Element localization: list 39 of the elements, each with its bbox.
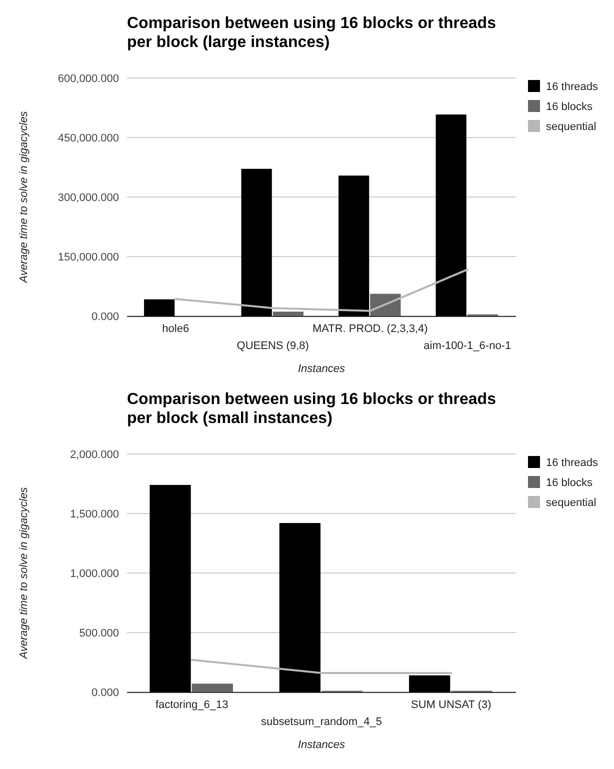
- x-tick-label: SUM UNSAT (3): [411, 699, 492, 711]
- x-tick-label: aim-100-1_6-no-1: [424, 340, 512, 352]
- bar: [144, 299, 175, 316]
- y-tick-label: 1,000.000: [70, 568, 119, 580]
- x-tick-label: factoring_6_13: [155, 699, 228, 711]
- x-tick-label: MATR. PROD. (2,3,3,4): [312, 323, 428, 335]
- y-tick-label: 600,000.000: [58, 73, 119, 85]
- chart-title: Comparison between using 16 blocks or threads per block (small instances): [127, 391, 496, 427]
- y-axis-title: Average time to solve in gigacycles: [18, 110, 30, 284]
- legend-label: 16 threads: [546, 81, 598, 93]
- bar: [409, 675, 450, 692]
- chart-title: Comparison between using 16 blocks or threads per block (large instances): [127, 15, 496, 51]
- bar: [436, 114, 466, 316]
- bar: [241, 168, 272, 316]
- legend-label: 16 blocks: [546, 101, 593, 113]
- bar: [279, 523, 320, 692]
- y-tick-label: 150,000.000: [58, 252, 119, 264]
- legend-label: sequential: [546, 121, 596, 133]
- legend-label: 16 blocks: [546, 477, 593, 489]
- y-tick-label: 500.000: [79, 628, 119, 640]
- x-tick-label: subsetsum_random_4_5: [260, 716, 382, 728]
- y-tick-label: 2,000.000: [70, 449, 119, 461]
- bar: [272, 312, 304, 316]
- x-tick-label: QUEENS (9,8): [236, 340, 309, 352]
- legend-label: 16 threads: [546, 457, 598, 469]
- legend-label: sequential: [546, 497, 596, 509]
- x-axis-title: Instances: [298, 363, 346, 375]
- line-series: [174, 268, 468, 312]
- x-tick-label: hole6: [162, 323, 190, 335]
- y-tick-label: 0.000: [91, 311, 119, 323]
- y-axis-title: Average time to solve in gigacycles: [18, 486, 30, 660]
- y-tick-label: 300,000.000: [58, 192, 119, 204]
- bar: [150, 484, 191, 692]
- bar: [338, 176, 370, 316]
- y-tick-label: 0.000: [91, 687, 119, 699]
- bar: [192, 684, 233, 692]
- y-tick-label: 1,500.000: [70, 508, 119, 520]
- y-tick-label: 450,000.000: [58, 132, 119, 144]
- x-axis-title: Instances: [298, 739, 346, 751]
